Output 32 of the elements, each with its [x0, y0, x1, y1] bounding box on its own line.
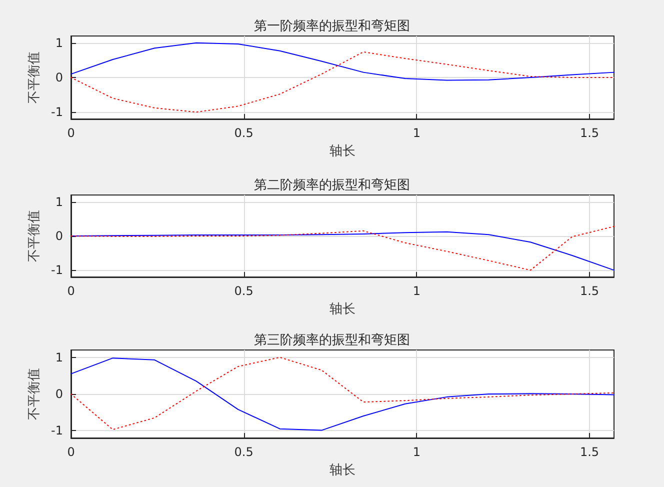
x-tick-label: 0.5 — [234, 445, 254, 459]
x-axis-title: 轴长 — [330, 462, 356, 477]
x-tick-label: 0.5 — [234, 284, 254, 298]
x-tick-label: 1 — [412, 126, 421, 140]
x-tick-label: 0 — [67, 126, 75, 140]
y-tick-label: -1 — [51, 105, 63, 120]
y-axis-title: 不平衡值 — [26, 368, 42, 420]
y-tick-label: 0 — [55, 387, 63, 401]
x-axis-title: 轴长 — [330, 143, 356, 158]
x-tick-label: 1.5 — [580, 445, 600, 459]
line-series — [70, 42, 614, 81]
chart-title: 第一阶频率的振型和弯矩图 — [254, 18, 410, 33]
x-tick-label: 1.5 — [580, 284, 600, 298]
x-tick-label: 0 — [67, 284, 75, 298]
y-tick-label: -1 — [51, 424, 63, 438]
x-tick-label: 1 — [412, 445, 421, 459]
x-axis-title: 轴长 — [330, 301, 356, 316]
y-axis-title: 不平衡值 — [26, 52, 42, 104]
chart-title: 第三阶频率的振型和弯矩图 — [254, 332, 410, 347]
x-tick-label: 0.5 — [234, 126, 254, 140]
y-axis-title: 不平衡值 — [26, 210, 42, 262]
x-tick-label: 1.5 — [580, 126, 600, 140]
y-tick-label: 0 — [55, 70, 63, 84]
y-tick-label: 0 — [55, 229, 63, 243]
x-tick-label: 0 — [67, 445, 75, 459]
y-tick-label: -1 — [51, 263, 63, 278]
line-series — [70, 51, 614, 113]
y-tick-label: 1 — [55, 36, 63, 50]
y-tick-label: 1 — [55, 194, 63, 209]
chart-title: 第二阶频率的振型和弯矩图 — [254, 177, 410, 192]
x-tick-label: 1 — [412, 284, 421, 298]
y-tick-label: 1 — [55, 350, 63, 364]
